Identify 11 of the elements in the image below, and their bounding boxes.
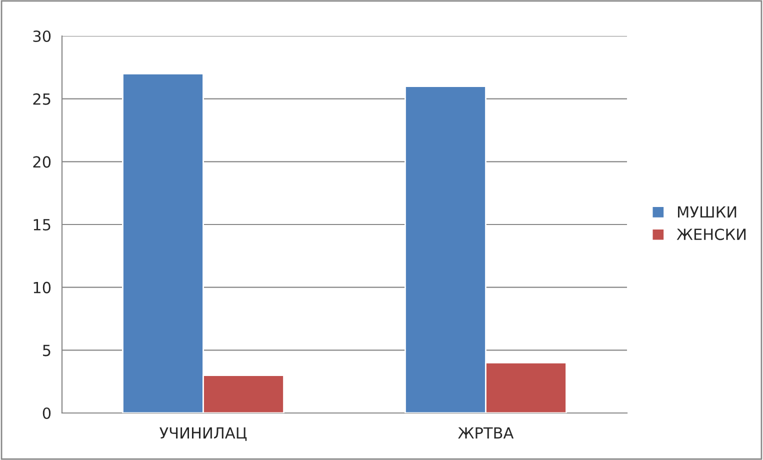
y-tick-label: 20 <box>33 156 51 168</box>
legend-label: МУШКИ <box>678 206 736 218</box>
x-tick-label: ЖРТВА <box>458 427 514 438</box>
x-tick-label: УЧИНИЛАЦ <box>160 427 247 441</box>
y-tick-label: 10 <box>34 282 51 294</box>
y-tick-label: 15 <box>34 219 50 231</box>
y-tick-label: 0 <box>42 407 51 420</box>
y-tick-label: 25 <box>33 93 50 105</box>
y-tick-label: 30 <box>33 30 51 42</box>
y-tick-label: 5 <box>43 344 50 356</box>
legend-label: ЖЕНСКИ <box>676 228 746 240</box>
